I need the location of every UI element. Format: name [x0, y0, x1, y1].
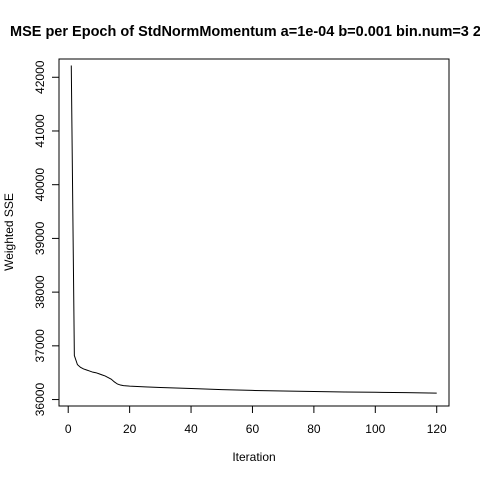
y-tick-label: 36000	[33, 383, 47, 417]
x-axis: 0 20 40 60 80 100 120	[65, 405, 447, 436]
y-tick-label: 41000	[33, 114, 47, 148]
x-axis-label: Iteration	[232, 450, 275, 464]
y-tick-label: 39000	[33, 221, 47, 255]
plot-frame	[58, 58, 450, 407]
series-group	[70, 65, 437, 394]
chart-title: MSE per Epoch of StdNormMomentum a=1e-04…	[10, 24, 480, 40]
x-tick-label: 60	[246, 422, 260, 436]
y-tick-label: 38000	[33, 275, 47, 309]
x-tick-label: 100	[365, 422, 385, 436]
y-axis: 36000 37000 38000 39000 40000 41000 42000	[33, 60, 60, 417]
y-tick-label: 37000	[33, 329, 47, 363]
x-tick-label: 80	[307, 422, 321, 436]
x-tick-label: 20	[123, 422, 137, 436]
x-tick-label: 120	[427, 422, 447, 436]
y-tick-label: 42000	[33, 60, 47, 94]
series-line-0	[70, 65, 437, 394]
x-tick-label: 40	[184, 422, 198, 436]
y-tick-label: 40000	[33, 168, 47, 202]
y-axis-label: Weighted SSE	[2, 193, 16, 271]
x-tick-label: 0	[65, 422, 72, 436]
